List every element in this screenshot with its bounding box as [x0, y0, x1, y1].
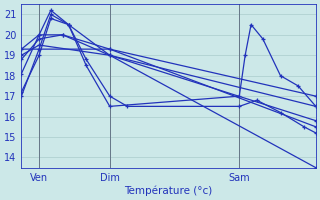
X-axis label: Température (°c): Température (°c) [124, 185, 213, 196]
